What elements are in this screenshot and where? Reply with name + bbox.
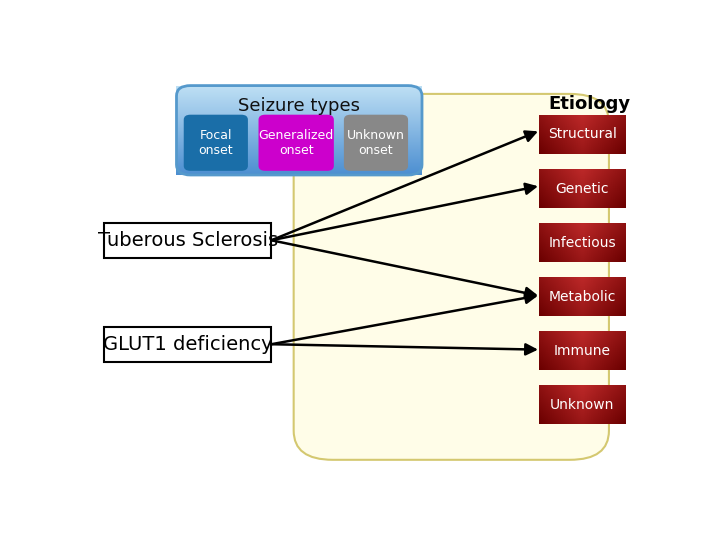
Text: Immune: Immune [554, 343, 611, 357]
Text: Generalized
onset: Generalized onset [258, 129, 334, 157]
Text: Unknown: Unknown [550, 398, 615, 411]
FancyBboxPatch shape [294, 94, 609, 460]
Text: Etiology: Etiology [549, 95, 631, 113]
Text: Unknown
onset: Unknown onset [347, 129, 405, 157]
Text: Focal
onset: Focal onset [199, 129, 233, 157]
Text: GLUT1 deficiency: GLUT1 deficiency [103, 335, 272, 354]
FancyBboxPatch shape [184, 114, 248, 171]
FancyBboxPatch shape [258, 114, 334, 171]
Text: Infectious: Infectious [549, 235, 616, 249]
Text: Metabolic: Metabolic [549, 289, 616, 303]
Text: Tuberous Sclerosis: Tuberous Sclerosis [98, 231, 278, 250]
Text: Seizure types: Seizure types [238, 97, 360, 115]
Text: Structural: Structural [548, 127, 617, 141]
FancyBboxPatch shape [104, 327, 271, 362]
FancyBboxPatch shape [104, 223, 271, 258]
FancyBboxPatch shape [344, 114, 408, 171]
Text: Genetic: Genetic [556, 181, 609, 195]
